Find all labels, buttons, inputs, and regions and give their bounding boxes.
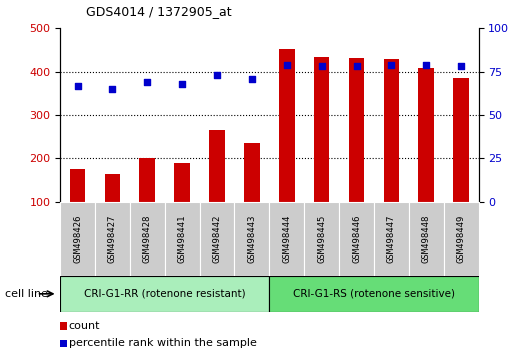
- Point: [422, 62, 430, 68]
- Bar: [130, 202, 165, 276]
- Bar: [279, 49, 294, 202]
- Point: [108, 86, 117, 92]
- Point: [353, 64, 361, 69]
- Point: [457, 64, 465, 69]
- Text: GSM498428: GSM498428: [143, 215, 152, 263]
- Bar: [444, 202, 479, 276]
- Text: GSM498426: GSM498426: [73, 215, 82, 263]
- Text: GSM498443: GSM498443: [247, 215, 256, 263]
- Text: GSM498449: GSM498449: [457, 215, 465, 263]
- Point: [213, 72, 221, 78]
- Text: GSM498448: GSM498448: [422, 215, 431, 263]
- Bar: [339, 202, 374, 276]
- Bar: [304, 202, 339, 276]
- Point: [282, 62, 291, 68]
- Text: cell line: cell line: [5, 289, 48, 299]
- Bar: [269, 202, 304, 276]
- Bar: [105, 175, 120, 202]
- Text: GSM498441: GSM498441: [178, 215, 187, 263]
- Text: GSM498447: GSM498447: [387, 215, 396, 263]
- Text: GSM498427: GSM498427: [108, 215, 117, 263]
- Bar: [269, 276, 479, 312]
- Bar: [383, 59, 399, 202]
- Bar: [418, 68, 434, 202]
- Bar: [209, 130, 225, 202]
- Bar: [374, 202, 409, 276]
- Text: CRI-G1-RR (rotenone resistant): CRI-G1-RR (rotenone resistant): [84, 289, 246, 299]
- Bar: [349, 58, 365, 202]
- Point: [143, 79, 152, 85]
- Bar: [140, 158, 155, 202]
- Point: [387, 62, 395, 68]
- Bar: [244, 143, 260, 202]
- Bar: [409, 202, 444, 276]
- Bar: [70, 169, 85, 202]
- Text: count: count: [69, 321, 100, 331]
- Text: GSM498442: GSM498442: [212, 215, 222, 263]
- Bar: [95, 202, 130, 276]
- Bar: [200, 202, 234, 276]
- Bar: [60, 202, 95, 276]
- Bar: [314, 57, 329, 202]
- Bar: [60, 276, 269, 312]
- Point: [248, 76, 256, 81]
- Point: [178, 81, 186, 87]
- Bar: [174, 163, 190, 202]
- Text: percentile rank within the sample: percentile rank within the sample: [69, 338, 257, 348]
- Text: CRI-G1-RS (rotenone sensitive): CRI-G1-RS (rotenone sensitive): [293, 289, 455, 299]
- Bar: [453, 78, 469, 202]
- Bar: [165, 202, 200, 276]
- Text: GSM498446: GSM498446: [352, 215, 361, 263]
- Text: GSM498445: GSM498445: [317, 215, 326, 263]
- Text: GDS4014 / 1372905_at: GDS4014 / 1372905_at: [86, 5, 232, 18]
- Text: GSM498444: GSM498444: [282, 215, 291, 263]
- Bar: [234, 202, 269, 276]
- Point: [317, 64, 326, 69]
- Point: [73, 83, 82, 88]
